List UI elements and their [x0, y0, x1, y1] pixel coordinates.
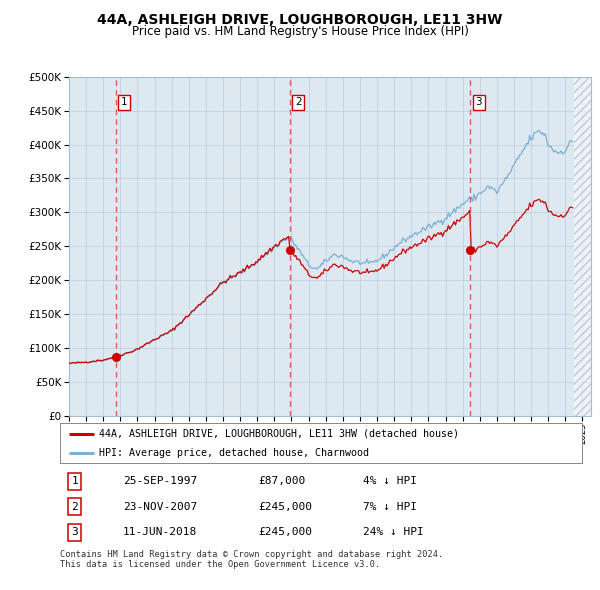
Text: 1: 1 [121, 97, 127, 107]
Text: Contains HM Land Registry data © Crown copyright and database right 2024.
This d: Contains HM Land Registry data © Crown c… [60, 550, 443, 569]
Text: 2: 2 [295, 97, 301, 107]
Text: 23-NOV-2007: 23-NOV-2007 [122, 502, 197, 512]
Text: £245,000: £245,000 [259, 502, 313, 512]
Text: 4% ↓ HPI: 4% ↓ HPI [363, 476, 417, 486]
Text: 44A, ASHLEIGH DRIVE, LOUGHBOROUGH, LE11 3HW: 44A, ASHLEIGH DRIVE, LOUGHBOROUGH, LE11 … [97, 13, 503, 27]
Bar [574, 77, 591, 416]
Text: 25-SEP-1997: 25-SEP-1997 [122, 476, 197, 486]
Text: HPI: Average price, detached house, Charnwood: HPI: Average price, detached house, Char… [99, 448, 369, 458]
Text: 24% ↓ HPI: 24% ↓ HPI [363, 527, 424, 537]
Text: £87,000: £87,000 [259, 476, 305, 486]
Text: 3: 3 [475, 97, 482, 107]
Text: 3: 3 [71, 527, 78, 537]
Text: 7% ↓ HPI: 7% ↓ HPI [363, 502, 417, 512]
Text: 2: 2 [71, 502, 78, 512]
Text: 44A, ASHLEIGH DRIVE, LOUGHBOROUGH, LE11 3HW (detached house): 44A, ASHLEIGH DRIVE, LOUGHBOROUGH, LE11 … [99, 429, 459, 439]
Text: £245,000: £245,000 [259, 527, 313, 537]
Text: 1: 1 [71, 476, 78, 486]
Text: Price paid vs. HM Land Registry's House Price Index (HPI): Price paid vs. HM Land Registry's House … [131, 25, 469, 38]
Text: 11-JUN-2018: 11-JUN-2018 [122, 527, 197, 537]
